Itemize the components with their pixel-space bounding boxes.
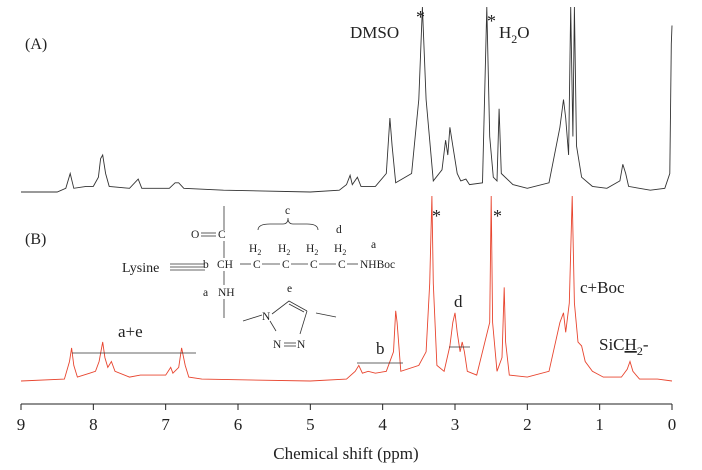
annotation-b-label: b xyxy=(376,339,385,358)
lysine-label: Lysine xyxy=(122,261,159,276)
ring-n1: N xyxy=(262,311,271,323)
x-tick-label-0: 0 xyxy=(668,415,677,434)
triazole-ring: e N N N xyxy=(242,283,337,351)
x-tick-label-9: 9 xyxy=(17,415,26,434)
lysine-structure: Lysine O C b CH a NH c d a H2 C H2 C H2 C H… xyxy=(122,205,395,351)
spectrum-a xyxy=(21,6,673,193)
carbonyl-o: O xyxy=(191,229,199,241)
svg-text:H2: H2 xyxy=(334,243,346,257)
equivalence-symbol xyxy=(170,263,205,271)
annotation-ae: a+e xyxy=(72,322,196,354)
brace-c xyxy=(257,217,319,231)
chain-ch2-2: H2 C xyxy=(278,243,290,271)
alpha-nh: NH xyxy=(218,287,235,299)
label-d: d xyxy=(336,224,342,236)
annotation-b: b xyxy=(357,339,403,364)
star-water-a: * xyxy=(487,11,496,31)
star-dmso-a: * xyxy=(416,7,425,27)
alpha-ch: CH xyxy=(217,259,233,271)
water-label: H2O xyxy=(499,23,530,46)
svg-text:H2: H2 xyxy=(278,243,290,257)
x-axis-ticks: 9 8 7 6 5 4 3 2 1 0 xyxy=(17,404,677,434)
svg-text:H2: H2 xyxy=(306,243,318,257)
star-dmso-b: * xyxy=(432,206,441,226)
spectrum-a-line xyxy=(21,6,673,193)
nhboc: NHBoc xyxy=(360,259,395,271)
x-tick-label-8: 8 xyxy=(89,415,98,434)
x-tick-label-3: 3 xyxy=(451,415,460,434)
annotation-sich2: SiCH2- xyxy=(599,335,649,358)
svg-text:C: C xyxy=(282,259,290,271)
svg-text:C: C xyxy=(310,259,318,271)
carbonyl-c: C xyxy=(218,229,226,241)
chain-ch2-1: H2 C xyxy=(249,243,261,271)
x-tick-label-1: 1 xyxy=(595,415,604,434)
x-axis-title: Chemical shift (ppm) xyxy=(273,444,418,463)
x-tick-label-2: 2 xyxy=(523,415,532,434)
x-axis: 9 8 7 6 5 4 3 2 1 0 Chemical shift (ppm) xyxy=(17,403,677,463)
star-water-b: * xyxy=(493,206,502,226)
spectrum-b xyxy=(20,195,673,382)
label-c: c xyxy=(285,205,290,217)
annotation-ae-label: a+e xyxy=(118,322,143,341)
annotation-cboc: c+Boc xyxy=(580,278,625,297)
svg-text:H2: H2 xyxy=(249,243,261,257)
svg-text:C: C xyxy=(338,259,346,271)
chain-ch2-4: H2 C xyxy=(334,243,346,271)
ring-n2: N xyxy=(273,339,282,351)
dmso-label: DMSO xyxy=(350,23,399,42)
x-tick-label-7: 7 xyxy=(161,415,170,434)
panel-a-label: (A) xyxy=(25,36,47,53)
annotation-d-label: d xyxy=(454,292,463,311)
panel-b-label: (B) xyxy=(25,231,46,248)
x-tick-label-5: 5 xyxy=(306,415,315,434)
chain-ch2-3: H2 C xyxy=(306,243,318,271)
label-e: e xyxy=(287,283,292,295)
x-tick-label-6: 6 xyxy=(234,415,243,434)
label-a-left: a xyxy=(203,287,208,299)
annotation-d: d xyxy=(449,292,470,348)
spectrum-b-line xyxy=(20,195,673,382)
x-tick-label-4: 4 xyxy=(378,415,387,434)
ring-n3: N xyxy=(297,339,306,351)
label-a-right: a xyxy=(371,239,376,251)
svg-text:C: C xyxy=(253,259,261,271)
label-b: b xyxy=(203,259,209,271)
